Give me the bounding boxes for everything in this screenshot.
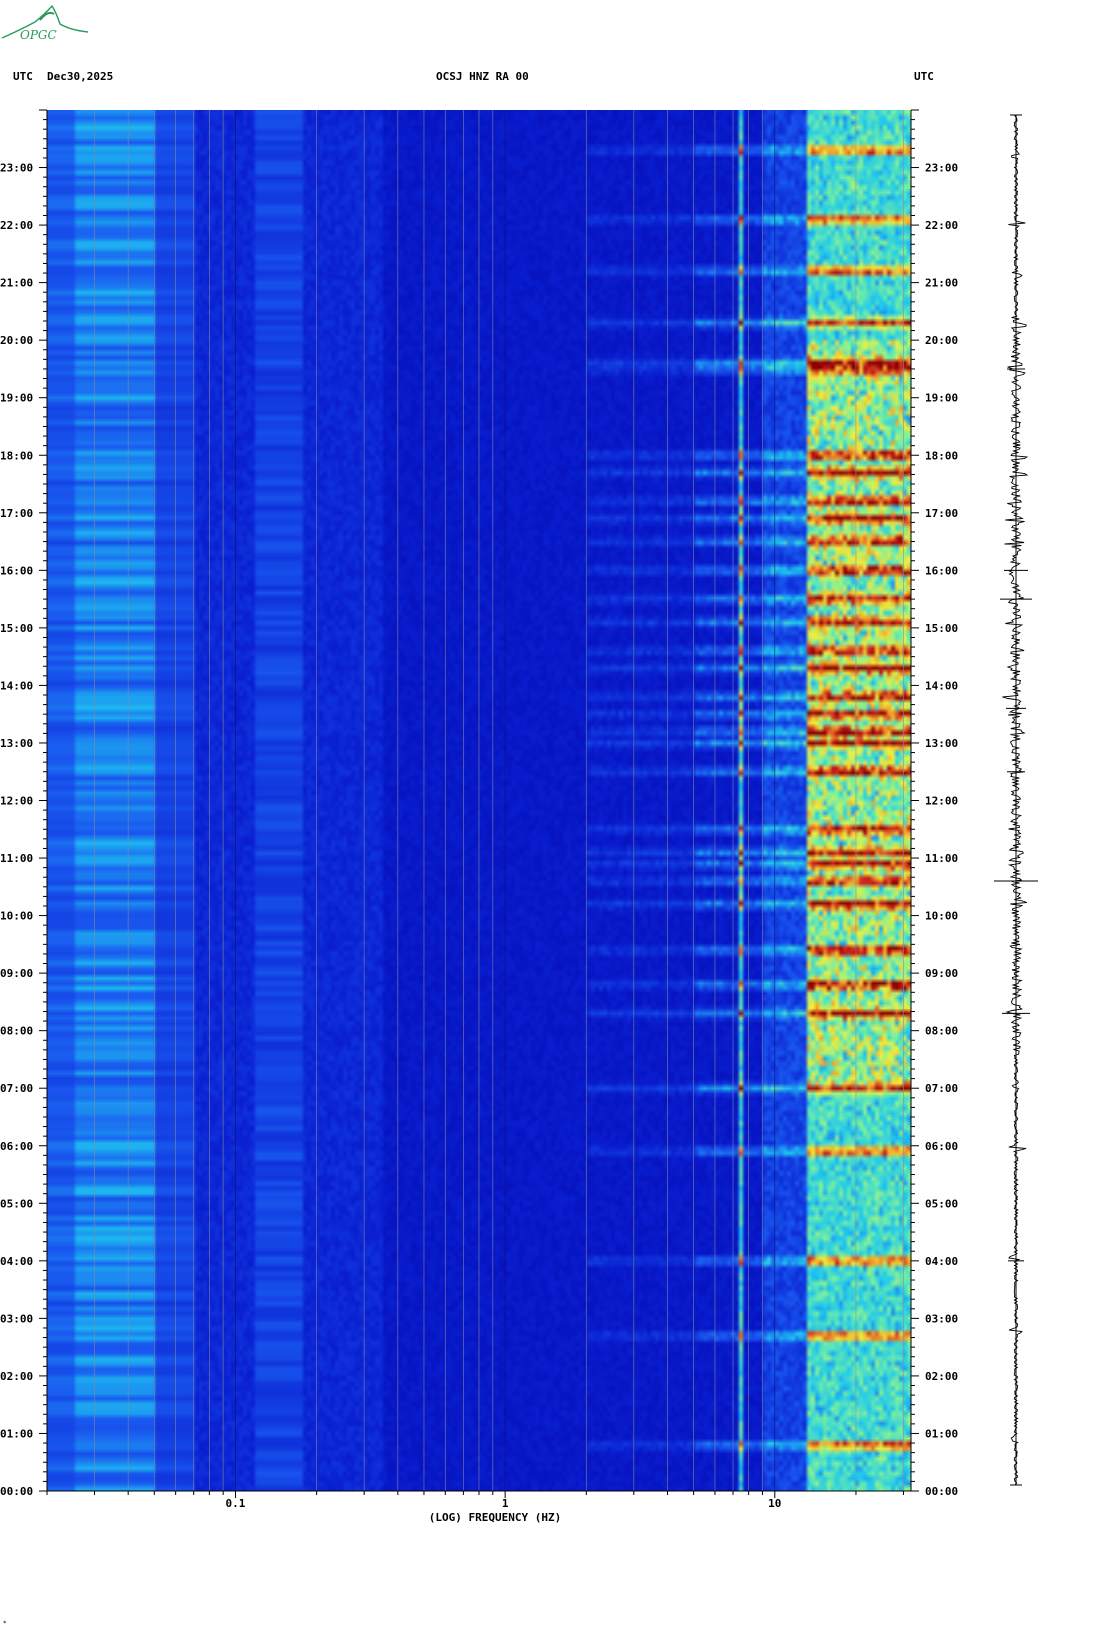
logo-text: OPGC [20, 28, 57, 42]
y-tick-label-right: 21:00 [925, 277, 958, 290]
y-tick-label-left: 11:00 [0, 852, 33, 865]
y-tick-label-left: 17:00 [0, 507, 33, 520]
y-tick-label-right: 01:00 [925, 1427, 958, 1440]
y-tick-label-right: 02:00 [925, 1370, 958, 1383]
y-tick-label-right: 08:00 [925, 1025, 958, 1038]
y-tick-label-right: 00:00 [925, 1485, 958, 1498]
x-axis-label: (LOG) FREQUENCY (HZ) [429, 1511, 561, 1524]
y-tick-label-right: 17:00 [925, 507, 958, 520]
mountain-logo-icon [1, 4, 89, 39]
y-tick-label-right: 12:00 [925, 795, 958, 808]
y-tick-label-left: 03:00 [0, 1312, 33, 1325]
y-tick-label-left: 21:00 [0, 277, 33, 290]
y-tick-label-left: 06:00 [0, 1140, 33, 1153]
y-tick-label-right: 09:00 [925, 967, 958, 980]
x-tick-label: 1 [502, 1497, 509, 1510]
y-tick-label-right: 03:00 [925, 1312, 958, 1325]
y-tick-label-right: 20:00 [925, 334, 958, 347]
seismogram-trace [994, 114, 1038, 1486]
y-tick-label-left: 15:00 [0, 622, 33, 635]
y-tick-label-left: 12:00 [0, 795, 33, 808]
y-tick-label-left: 02:00 [0, 1370, 33, 1383]
y-tick-label-right: 05:00 [925, 1197, 958, 1210]
y-tick-label-right: 23:00 [925, 162, 958, 175]
y-tick-label-right: 11:00 [925, 852, 958, 865]
y-tick-label-right: 16:00 [925, 564, 958, 577]
y-tick-label-left: 16:00 [0, 564, 33, 577]
chart-title: OCSJ HNZ RA 00 [436, 70, 529, 83]
y-tick-label-left: 19:00 [0, 392, 33, 405]
y-tick-label-right: 07:00 [925, 1082, 958, 1095]
trace-wiggle [1002, 114, 1029, 1485]
y-tick-label-right: 15:00 [925, 622, 958, 635]
x-tick-label: 0.1 [226, 1497, 246, 1510]
footer-mark: * [3, 1620, 7, 1627]
y-tick-label-left: 23:00 [0, 162, 33, 175]
y-tick-label-right: 18:00 [925, 449, 958, 462]
y-tick-label-left: 04:00 [0, 1255, 33, 1268]
header-left-utc: UTC [13, 70, 33, 83]
header-right-utc: UTC [914, 70, 934, 83]
y-tick-label-right: 14:00 [925, 679, 958, 692]
y-tick-label-left: 07:00 [0, 1082, 33, 1095]
logo: OPGC [0, 0, 96, 48]
y-tick-label-left: 10:00 [0, 910, 33, 923]
y-tick-label-left: 09:00 [0, 967, 33, 980]
y-tick-label-right: 19:00 [925, 392, 958, 405]
y-tick-label-left: 13:00 [0, 737, 33, 750]
y-tick-label-left: 20:00 [0, 334, 33, 347]
y-tick-label-right: 04:00 [925, 1255, 958, 1268]
x-tick-label: 10 [768, 1497, 781, 1510]
y-tick-label-right: 06:00 [925, 1140, 958, 1153]
y-tick-label-right: 10:00 [925, 910, 958, 923]
y-tick-label-left: 01:00 [0, 1427, 33, 1440]
axes: 00:00 00:00 01:00 01:00 02:00 02:00 03:00 03:00… [0, 109, 958, 1510]
y-tick-label-left: 05:00 [0, 1197, 33, 1210]
y-tick-label-right: 22:00 [925, 219, 958, 232]
y-tick-label-left: 22:00 [0, 219, 33, 232]
header-date: Dec30,2025 [47, 70, 114, 83]
y-tick-label-left: 00:00 [0, 1485, 33, 1498]
y-tick-label-left: 14:00 [0, 679, 33, 692]
y-tick-label-right: 13:00 [925, 737, 958, 750]
y-tick-label-left: 18:00 [0, 449, 33, 462]
y-tick-label-left: 08:00 [0, 1025, 33, 1038]
